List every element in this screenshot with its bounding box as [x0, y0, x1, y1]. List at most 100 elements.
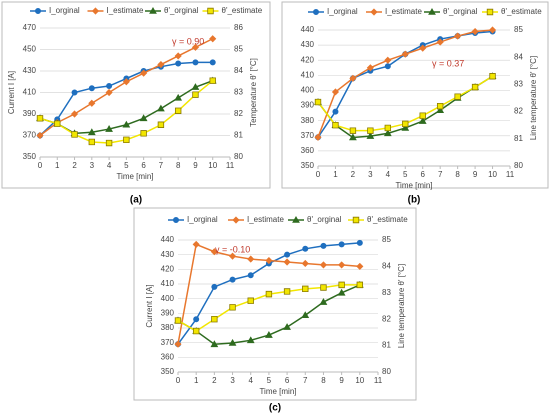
point	[418, 117, 427, 124]
y2-tick-label: 81	[514, 134, 523, 143]
y-tick-label: 350	[23, 152, 37, 161]
y-tick-label: 360	[301, 146, 315, 155]
y-tick-label: 360	[161, 352, 175, 361]
chart-frame	[1, 1, 271, 189]
point	[301, 259, 309, 268]
y2-tick-label: 85	[234, 45, 243, 54]
point	[384, 124, 392, 132]
legend-marker	[232, 216, 240, 224]
point	[402, 120, 409, 128]
point	[88, 138, 96, 146]
y-tick-label: 420	[161, 264, 175, 273]
y-axis-label: Current I [A]	[7, 71, 16, 114]
point	[157, 60, 165, 69]
point	[302, 245, 309, 252]
y2-tick-label: 83	[514, 80, 523, 89]
point	[192, 240, 200, 248]
point	[283, 258, 291, 266]
legend-marker	[91, 7, 100, 15]
legend-label: θ'_orginal	[164, 6, 199, 15]
point	[454, 93, 461, 100]
point	[246, 336, 255, 344]
point	[247, 297, 254, 304]
point	[211, 315, 218, 323]
x-tick-label: 5	[124, 161, 129, 170]
point	[228, 338, 237, 346]
point	[401, 50, 409, 58]
legend-label: θ'_orginal	[307, 215, 342, 224]
y-tick-label: 420	[301, 55, 315, 64]
y-tick-label: 410	[161, 279, 175, 288]
y-tick-label: 430	[23, 66, 37, 75]
x-tick-label: 7	[438, 170, 443, 179]
point	[419, 44, 427, 52]
x-tick-label: 1	[194, 376, 199, 385]
point	[209, 77, 216, 84]
annotation: γ = 0.37	[432, 58, 464, 68]
point	[174, 317, 182, 324]
legend-label: θ'_orginal	[443, 7, 478, 16]
legend-marker	[370, 8, 378, 16]
point	[140, 130, 147, 137]
x-axis-label: Time [min]	[395, 181, 432, 190]
y-tick-label: 440	[301, 25, 315, 34]
legend-marker	[352, 216, 360, 224]
point	[87, 128, 96, 136]
point	[193, 316, 200, 323]
x-tick-label: 10	[355, 376, 364, 385]
point	[265, 256, 273, 265]
y2-tick-label: 85	[514, 25, 523, 34]
point	[210, 248, 218, 256]
y2-tick-label: 80	[382, 367, 391, 376]
point	[436, 106, 445, 114]
point	[209, 35, 217, 43]
x-tick-label: 1	[55, 161, 60, 170]
y2-axis-label: Line temperature θ' [°C]	[397, 264, 406, 348]
legend-label: I_orginal	[49, 6, 80, 15]
point	[122, 120, 131, 128]
y-tick-label: 370	[301, 131, 315, 140]
point	[228, 252, 237, 260]
y2-tick-label: 84	[514, 52, 523, 61]
y2-tick-label: 85	[382, 235, 391, 244]
x-tick-label: 9	[473, 170, 478, 179]
x-tick-label: 6	[285, 376, 290, 385]
point	[192, 91, 199, 98]
point	[367, 127, 374, 134]
point	[88, 99, 96, 107]
legend-marker	[149, 6, 157, 14]
legend-label: I_estimate	[107, 6, 144, 15]
point	[314, 98, 322, 106]
y2-tick-label: 84	[382, 262, 391, 271]
x-tick-label: 3	[230, 376, 235, 385]
point	[36, 115, 44, 122]
point	[192, 327, 200, 335]
x-tick-label: 9	[193, 161, 198, 170]
y2-tick-label: 82	[514, 107, 523, 116]
x-tick-label: 9	[339, 376, 344, 385]
point	[140, 69, 148, 77]
legend-label: θ'_estimate	[222, 6, 263, 15]
x-tick-label: 11	[506, 170, 515, 179]
point	[247, 272, 254, 279]
x-tick-label: 7	[159, 161, 164, 170]
legend-label: I_estimate	[385, 7, 422, 16]
y2-axis-label: Temperature θ' [°C]	[249, 58, 258, 127]
y-tick-label: 390	[161, 308, 175, 317]
x-tick-label: 0	[176, 376, 181, 385]
point	[175, 60, 182, 67]
point	[349, 133, 357, 141]
legend-marker	[292, 215, 300, 223]
point	[191, 83, 200, 90]
point	[265, 331, 273, 338]
legend-label: I_orginal	[187, 215, 218, 224]
point	[105, 125, 113, 132]
point	[70, 110, 79, 118]
point	[284, 251, 291, 258]
legend-marker	[35, 7, 42, 14]
legend-label: θ'_estimate	[367, 215, 408, 224]
point	[338, 281, 345, 289]
point	[283, 288, 291, 295]
y-tick-label: 430	[161, 250, 175, 259]
y2-tick-label: 83	[382, 288, 391, 297]
